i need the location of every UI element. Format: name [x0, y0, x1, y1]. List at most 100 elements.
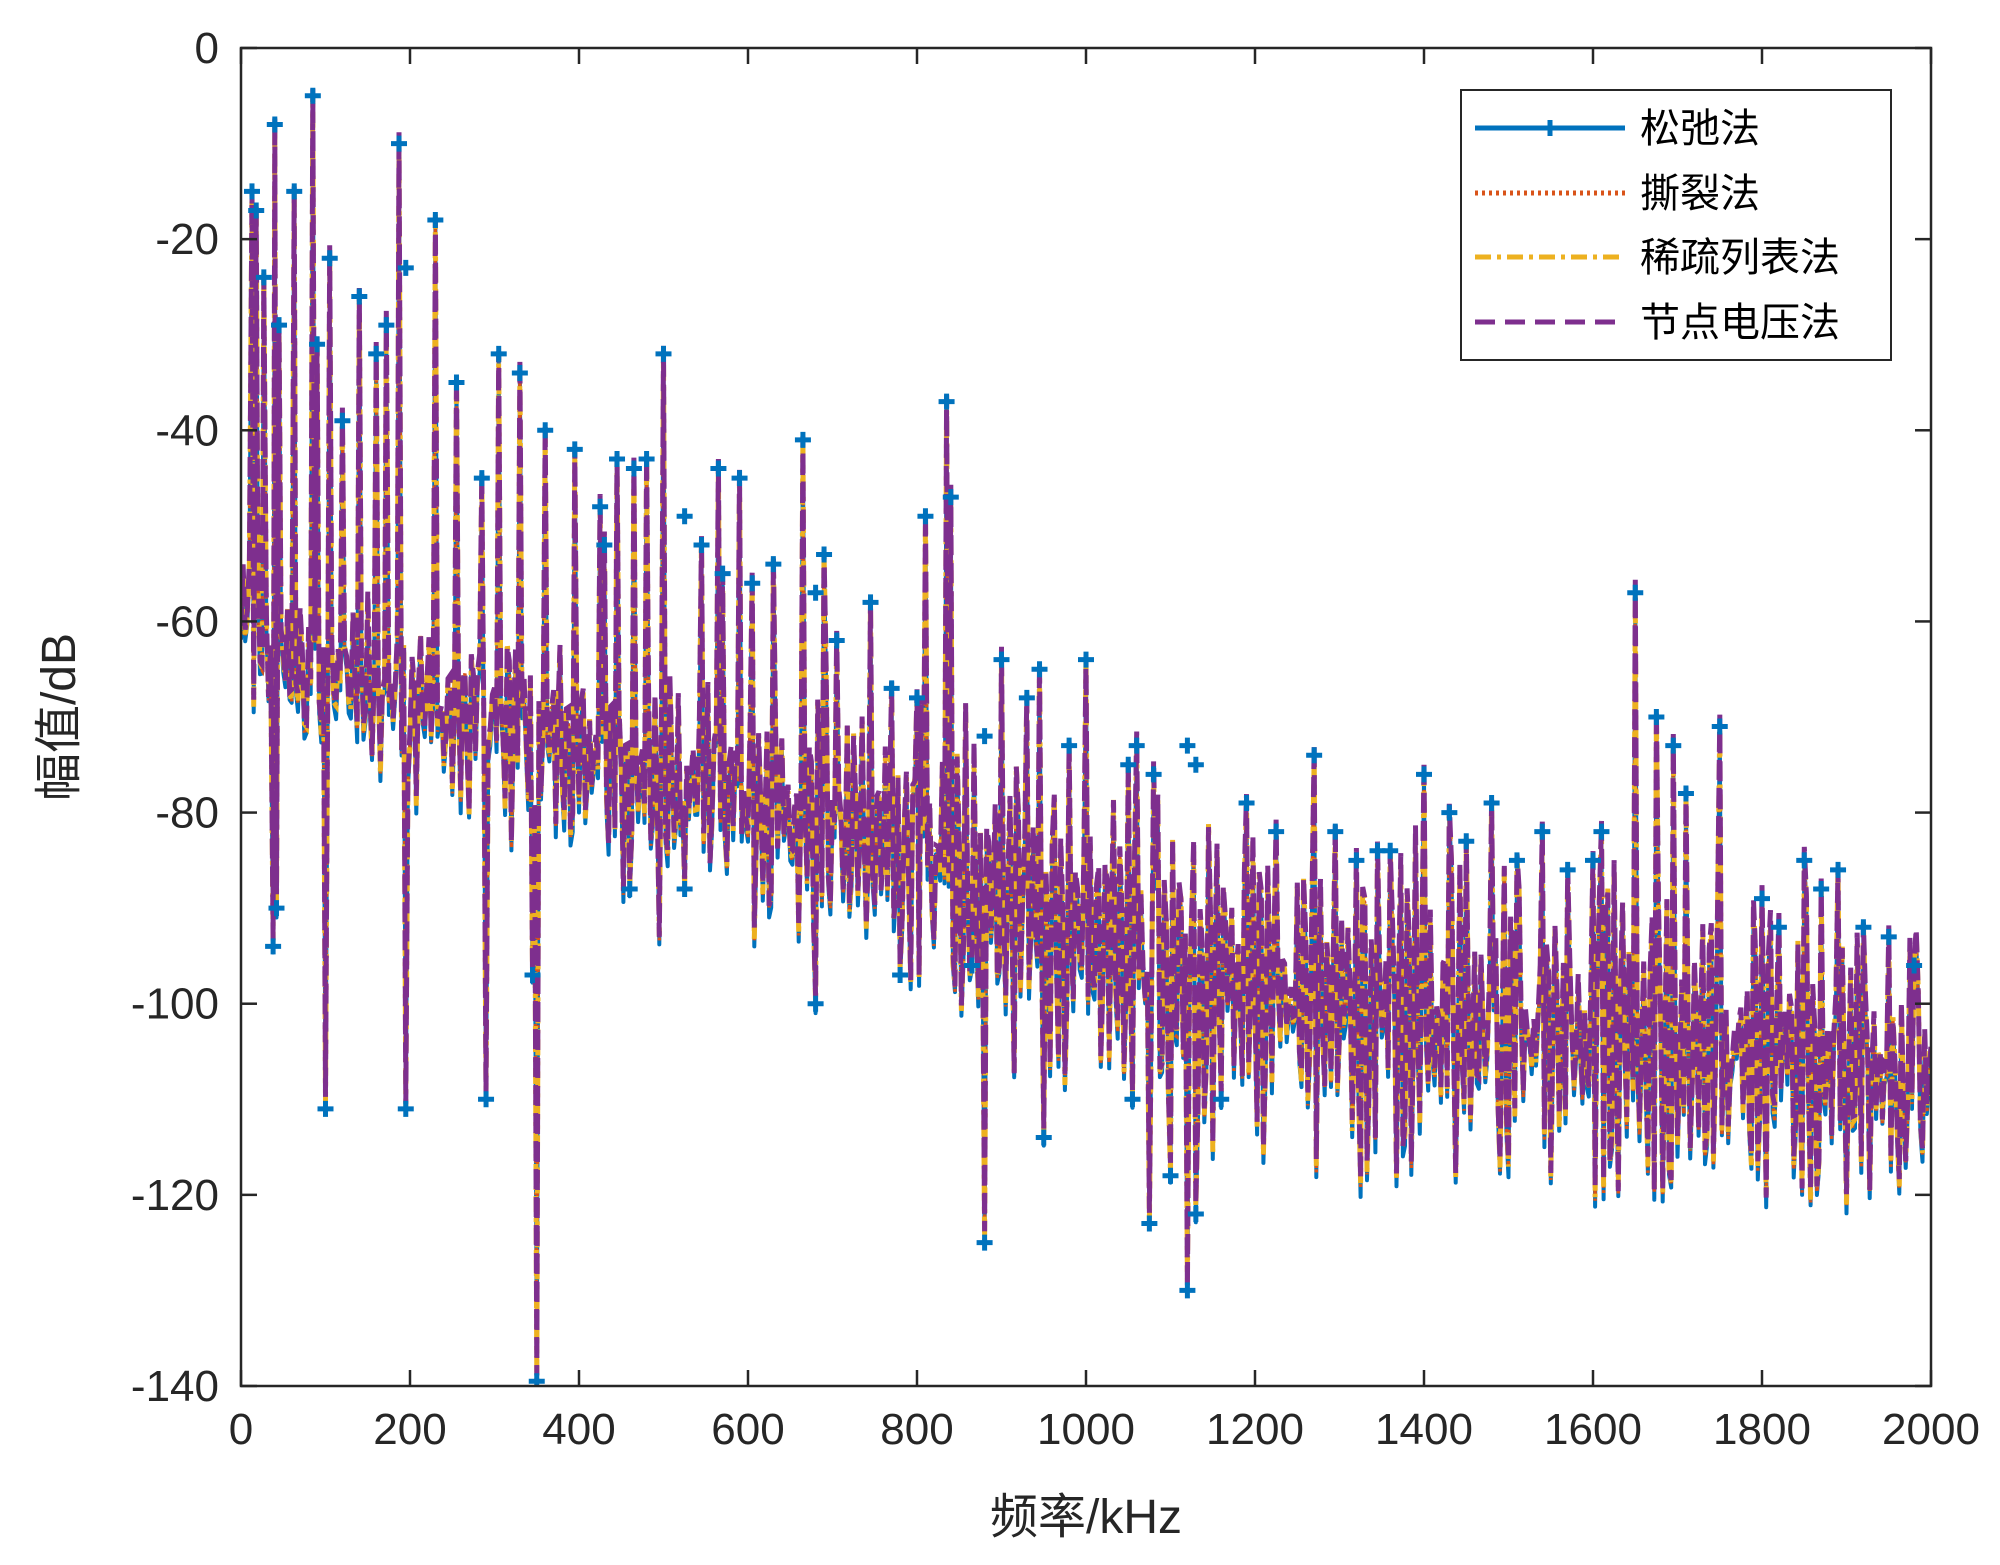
data-point-marker: [248, 202, 265, 219]
data-point-marker: [1162, 1167, 1179, 1184]
data-point-marker: [592, 498, 609, 515]
data-point-marker: [1018, 689, 1035, 706]
x-tick-label: 400: [542, 1405, 615, 1454]
y-axis-title: 幅值/dB: [33, 633, 86, 801]
data-point-marker: [511, 364, 528, 381]
x-tick-label: 600: [711, 1405, 784, 1454]
data-point-marker: [1770, 919, 1787, 936]
data-point-marker: [1187, 756, 1204, 773]
data-point-marker: [917, 508, 934, 525]
data-point-marker: [731, 470, 748, 487]
data-point-marker: [1179, 1282, 1196, 1299]
data-point-marker: [490, 345, 507, 362]
data-point-marker: [883, 680, 900, 697]
data-point-marker: [676, 508, 693, 525]
data-point-marker: [1593, 823, 1610, 840]
x-tick-label: 1000: [1037, 1405, 1135, 1454]
x-tick-label: 1200: [1206, 1405, 1304, 1454]
x-tick-label: 1800: [1713, 1405, 1811, 1454]
data-point-marker: [1677, 785, 1694, 802]
x-tick-label: 1600: [1544, 1405, 1642, 1454]
data-point-marker: [1483, 795, 1500, 812]
data-point-marker: [596, 536, 613, 553]
data-point-marker: [368, 345, 385, 362]
x-axis-title: 频率/kHz: [990, 1491, 1182, 1544]
data-point-marker: [621, 881, 638, 898]
data-point-marker: [993, 651, 1010, 668]
legend-box: [1460, 89, 1892, 361]
y-tick-label: 0: [195, 24, 219, 73]
data-point-marker: [909, 689, 925, 706]
data-point-marker: [528, 1373, 545, 1386]
data-point-marker: [609, 450, 626, 467]
data-point-marker: [1796, 852, 1813, 869]
legend-label: 撕裂法: [1640, 172, 1760, 216]
data-point-marker: [710, 460, 727, 477]
data-point-marker: [1559, 861, 1576, 878]
series-markers-relaxation: [243, 87, 1923, 1386]
data-point-marker: [1906, 957, 1923, 974]
data-point-marker: [473, 470, 490, 487]
data-point-marker: [1382, 842, 1399, 859]
data-point-marker: [807, 995, 824, 1012]
y-tick-label: -20: [155, 215, 219, 264]
data-point-marker: [304, 87, 321, 104]
series-layer: [241, 87, 1931, 1386]
x-tick-label: 1400: [1375, 1405, 1473, 1454]
data-point-marker: [892, 967, 909, 984]
data-point-marker: [1813, 881, 1830, 898]
x-tick-label: 0: [229, 1405, 253, 1454]
data-point-marker: [255, 269, 272, 286]
data-point-marker: [266, 116, 283, 133]
legend-marker: [1542, 120, 1558, 136]
x-tick-label: 200: [373, 1405, 446, 1454]
data-point-marker: [1648, 709, 1665, 725]
data-point-marker: [638, 450, 655, 467]
data-point-marker: [1078, 651, 1094, 668]
y-tick-label: -120: [131, 1171, 219, 1220]
data-point-marker: [566, 441, 583, 458]
data-point-marker: [816, 546, 833, 563]
y-tick-label: -60: [155, 597, 219, 646]
data-point-marker: [976, 728, 993, 745]
data-point-marker: [828, 632, 845, 649]
data-point-marker: [1213, 1091, 1230, 1108]
data-point-marker: [1187, 1205, 1204, 1222]
data-point-marker: [1754, 890, 1770, 907]
y-tick-label: -40: [155, 406, 219, 455]
data-point-marker: [794, 431, 811, 448]
data-point-marker: [1441, 804, 1458, 821]
data-point-marker: [676, 881, 693, 898]
data-point-marker: [378, 317, 395, 334]
data-point-marker: [317, 1100, 334, 1117]
data-point-marker: [1238, 795, 1255, 812]
data-point-marker: [1179, 737, 1196, 754]
data-point-marker: [1534, 823, 1551, 840]
data-point-marker: [243, 183, 260, 200]
data-point-marker: [625, 460, 642, 477]
data-point-marker: [1585, 852, 1601, 869]
data-point-marker: [448, 374, 465, 391]
data-point-marker: [976, 1234, 993, 1251]
data-point-marker: [524, 967, 541, 984]
data-point-marker: [268, 900, 285, 917]
x-tick-label: 2000: [1882, 1405, 1980, 1454]
data-point-marker: [1880, 928, 1897, 945]
data-point-marker: [334, 412, 351, 429]
data-point-marker: [1145, 766, 1162, 783]
data-point-marker: [1458, 833, 1475, 850]
data-point-marker: [391, 135, 408, 152]
data-point-marker: [693, 536, 710, 553]
y-tick-label: -100: [131, 980, 219, 1029]
data-point-marker: [397, 1100, 414, 1117]
axis-ticks: 0 200 400 600 800 1000 1200 1400 1600 1800 2000 0 -2…: [131, 24, 1980, 1454]
data-point-marker: [938, 393, 955, 410]
data-point-marker: [1120, 756, 1137, 773]
data-point-marker: [351, 288, 368, 305]
data-point-marker: [1124, 1091, 1141, 1108]
data-point-marker: [862, 594, 879, 611]
data-point-marker: [655, 345, 672, 362]
data-point-marker: [1348, 852, 1365, 869]
